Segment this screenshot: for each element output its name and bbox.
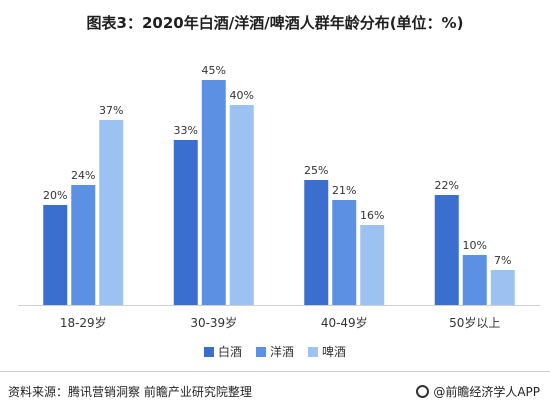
bar-value-label: 7%: [494, 254, 511, 267]
legend-item-pijiu: 啤酒: [308, 343, 346, 360]
bar: [71, 185, 96, 305]
bar: [43, 205, 68, 305]
bar-value-label: 10%: [463, 239, 487, 252]
legend-swatch-yangjiu: [255, 346, 266, 357]
x-tick-label: 30-39岁: [190, 315, 237, 330]
bar: [462, 255, 487, 305]
legend: 白酒 洋酒 啤酒: [0, 343, 550, 360]
x-tick-label: 50岁以上: [449, 315, 500, 330]
bar-value-label: 21%: [332, 184, 356, 197]
bar-value-label: 37%: [99, 104, 123, 117]
bar-value-label: 16%: [360, 209, 384, 222]
bar-value-label: 24%: [71, 169, 95, 182]
bar: [360, 225, 385, 305]
legend-label-pijiu: 啤酒: [322, 345, 347, 359]
legend-item-baijiu: 白酒: [203, 343, 242, 360]
bar: [201, 80, 226, 305]
bar: [229, 105, 254, 305]
bar: [434, 195, 459, 305]
bar: [99, 120, 124, 305]
bar: [304, 180, 329, 305]
x-tick-label: 18-29岁: [60, 315, 107, 330]
legend-label-baijiu: 白酒: [217, 345, 242, 359]
brand: @前瞻经济学人APP: [416, 383, 540, 400]
bar-value-label: 33%: [174, 124, 198, 137]
brand-label: @前瞻经济学人APP: [433, 385, 540, 399]
bar-value-label: 22%: [435, 179, 459, 192]
source-note: 资料来源：腾讯营销洞察 前瞻产业研究院整理: [8, 385, 252, 399]
footer-divider: [0, 371, 550, 372]
bar-chart: 20% 24% 37% 18-29岁 33% 45% 40% 30-39岁 25% 21% 16% 4…: [18, 64, 540, 330]
bar-value-label: 25%: [304, 164, 328, 177]
chart-title: 图表3：2020年白酒/洋酒/啤酒人群年龄分布(单位：%): [86, 14, 464, 32]
bar: [490, 270, 515, 305]
bar-value-label: 45%: [202, 64, 226, 77]
x-tick-label: 40-49岁: [321, 315, 368, 330]
footer: 资料来源：腾讯营销洞察 前瞻产业研究院整理 @前瞻经济学人APP: [0, 380, 550, 404]
bar: [332, 200, 357, 305]
legend-swatch-pijiu: [308, 346, 318, 357]
bar: [173, 140, 198, 305]
legend-item-yangjiu: 洋酒: [255, 343, 294, 360]
legend-swatch-baijiu: [203, 346, 214, 357]
bar-value-label: 20%: [43, 189, 67, 202]
bar-value-label: 40%: [230, 89, 254, 102]
brand-logo-icon: [416, 385, 430, 398]
legend-label-yangjiu: 洋酒: [269, 345, 294, 359]
